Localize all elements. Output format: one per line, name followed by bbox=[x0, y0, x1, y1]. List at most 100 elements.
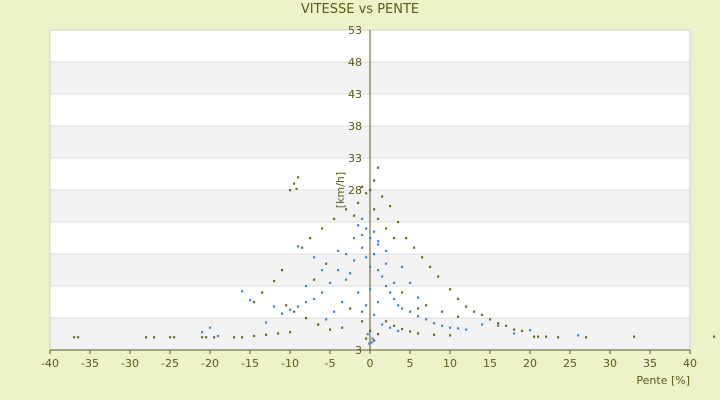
data-point bbox=[497, 322, 500, 325]
data-point bbox=[389, 326, 392, 329]
data-point bbox=[153, 336, 156, 339]
data-point bbox=[433, 322, 436, 325]
data-point bbox=[305, 317, 308, 320]
data-point bbox=[417, 315, 420, 318]
data-point bbox=[389, 291, 392, 294]
data-point bbox=[385, 262, 388, 265]
data-point bbox=[481, 323, 484, 326]
data-point bbox=[345, 208, 348, 211]
data-point bbox=[357, 291, 360, 294]
data-point bbox=[405, 237, 408, 240]
data-point bbox=[577, 334, 580, 337]
data-point bbox=[357, 224, 360, 227]
data-point bbox=[241, 336, 244, 339]
data-point bbox=[293, 310, 296, 313]
data-point bbox=[385, 320, 388, 323]
data-point bbox=[417, 296, 420, 299]
y-tick-label: 48 bbox=[348, 56, 362, 69]
data-point bbox=[369, 288, 372, 291]
data-point bbox=[321, 227, 324, 230]
data-point bbox=[253, 301, 256, 304]
data-point bbox=[473, 310, 476, 313]
data-point bbox=[457, 315, 460, 318]
y-axis-label: [km/h] bbox=[334, 172, 347, 208]
x-tick-label: -40 bbox=[41, 357, 59, 370]
data-point bbox=[513, 328, 516, 331]
data-point bbox=[217, 334, 220, 338]
data-point bbox=[293, 182, 296, 185]
data-point bbox=[393, 324, 396, 327]
data-point bbox=[393, 281, 396, 284]
data-point bbox=[537, 335, 540, 338]
data-point bbox=[361, 233, 364, 236]
data-point bbox=[265, 321, 268, 324]
x-tick-label: -20 bbox=[201, 357, 219, 370]
data-point bbox=[377, 243, 380, 246]
data-point bbox=[341, 326, 344, 329]
data-point bbox=[377, 269, 380, 272]
data-point bbox=[353, 259, 356, 262]
data-point bbox=[373, 179, 376, 182]
data-point bbox=[429, 265, 432, 268]
data-point bbox=[397, 221, 400, 224]
data-point bbox=[437, 275, 440, 278]
data-point bbox=[401, 307, 404, 310]
data-point bbox=[145, 336, 148, 339]
data-point bbox=[371, 337, 374, 340]
data-point bbox=[369, 189, 372, 192]
data-point bbox=[521, 329, 524, 332]
data-point bbox=[373, 253, 376, 256]
data-point bbox=[345, 253, 348, 256]
data-point bbox=[545, 335, 548, 338]
x-tick-label: -35 bbox=[81, 357, 99, 370]
x-tick-label: 25 bbox=[563, 357, 577, 370]
data-point bbox=[281, 269, 284, 272]
x-tick-label: 20 bbox=[523, 357, 537, 370]
y-tick-label: 38 bbox=[348, 120, 362, 133]
data-point bbox=[349, 272, 352, 275]
data-point bbox=[357, 201, 360, 204]
data-point bbox=[368, 342, 371, 345]
data-point bbox=[373, 313, 376, 316]
y-tick-label: 53 bbox=[348, 24, 362, 37]
data-point bbox=[241, 290, 244, 293]
data-point bbox=[401, 327, 404, 331]
data-point bbox=[325, 262, 328, 265]
data-point bbox=[253, 334, 256, 338]
data-point bbox=[449, 288, 452, 291]
data-point bbox=[373, 339, 376, 342]
data-point bbox=[273, 305, 276, 308]
data-point bbox=[377, 333, 380, 336]
data-point bbox=[233, 336, 236, 339]
x-tick-label: 0 bbox=[367, 357, 374, 370]
data-point bbox=[361, 217, 364, 220]
data-point bbox=[381, 195, 384, 198]
data-point bbox=[409, 281, 412, 284]
data-point bbox=[457, 297, 460, 300]
data-point bbox=[353, 214, 356, 217]
data-point bbox=[205, 336, 208, 339]
data-point bbox=[369, 237, 372, 240]
data-point bbox=[361, 320, 364, 323]
data-point bbox=[557, 336, 560, 339]
data-point bbox=[393, 297, 396, 300]
data-point bbox=[365, 192, 368, 195]
data-point bbox=[349, 307, 352, 310]
data-point bbox=[389, 205, 392, 208]
data-point bbox=[213, 336, 216, 339]
data-point bbox=[441, 324, 444, 327]
data-point bbox=[377, 240, 380, 243]
data-point bbox=[265, 333, 268, 336]
data-point bbox=[449, 326, 452, 329]
data-point bbox=[313, 278, 316, 281]
data-point bbox=[295, 187, 298, 190]
data-point bbox=[305, 301, 308, 304]
data-point bbox=[397, 304, 400, 307]
data-point bbox=[381, 323, 384, 326]
data-point bbox=[385, 285, 388, 288]
data-point bbox=[365, 304, 368, 307]
data-point bbox=[325, 318, 328, 321]
data-point bbox=[321, 291, 324, 294]
